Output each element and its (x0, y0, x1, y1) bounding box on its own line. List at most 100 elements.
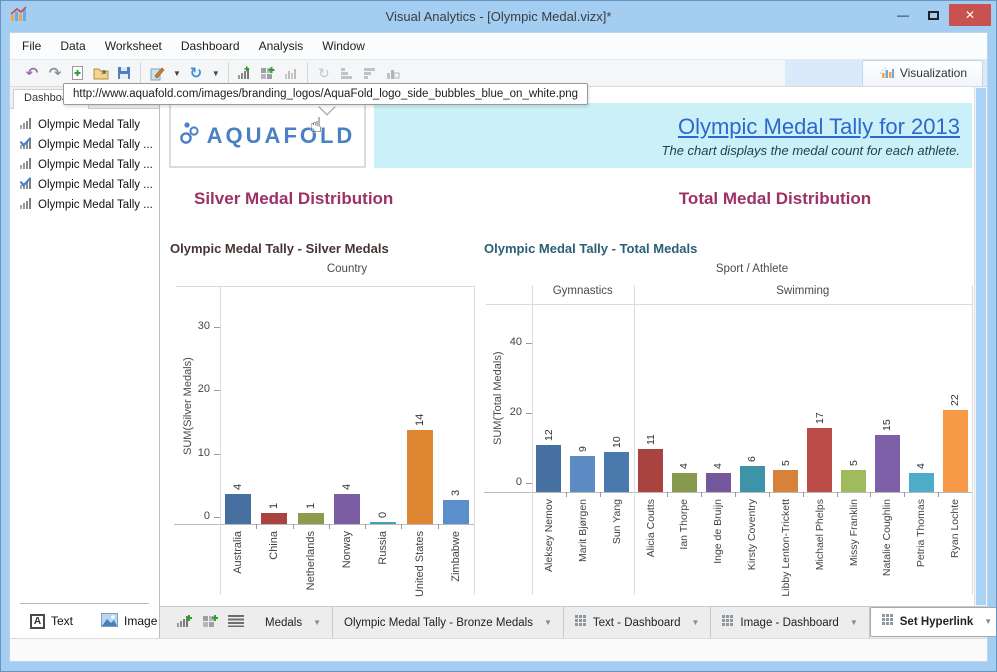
sheet-tab-olympic-medal-tally-bronze-medals[interactable]: Olympic Medal Tally - Bronze Medals ▼ (333, 607, 564, 638)
redo-icon[interactable]: ↷ (48, 65, 62, 82)
logo-image-widget[interactable]: AQUAFOLD (169, 103, 366, 168)
undo-icon[interactable]: ↶ (25, 65, 39, 82)
bar-value-label: 12 (542, 429, 555, 441)
bar-inge-de-bruijn[interactable] (705, 473, 731, 492)
format-icon[interactable] (149, 64, 165, 82)
bar-libby-lenton-trickett[interactable] (773, 469, 799, 492)
menu-file[interactable]: File (22, 39, 42, 53)
format-dropdown-icon[interactable]: ▼ (173, 68, 181, 78)
category-label: Norway (341, 531, 353, 569)
bar-russia[interactable] (370, 522, 397, 524)
toolbar-right-panel: Visualization (785, 60, 987, 86)
sidebar-item-4[interactable]: Olympic Medal Tally ... (10, 195, 159, 215)
visualization-tab[interactable]: Visualization (861, 60, 983, 86)
zone-boundary-line (634, 285, 635, 595)
bar-petria-thomas[interactable] (908, 473, 934, 492)
title-bar: Visual Analytics - [Olympic Medal.vizx]*… (2, 1, 995, 32)
sheet-list-icon[interactable] (228, 614, 244, 632)
bar-value-label: 14 (413, 413, 426, 427)
y-tick-mark (526, 413, 532, 414)
bar-norway[interactable] (334, 493, 360, 524)
dashboard-grid-icon (881, 614, 894, 629)
open-file-icon[interactable] (93, 64, 109, 82)
sheet-tab-set-hyperlink[interactable]: Set Hyperlink ▼ (869, 606, 996, 637)
minimize-button[interactable]: — (897, 8, 909, 22)
new-worksheet-icon[interactable] (176, 613, 192, 633)
chart-box-icon[interactable] (385, 64, 401, 82)
category-label: Libby Lenton-Trickett (779, 499, 792, 597)
scrollbar-thumb[interactable] (976, 88, 986, 605)
add-text-button[interactable]: A Text (30, 613, 73, 629)
bar-aleksey-nemov[interactable] (536, 445, 562, 492)
refresh-dropdown-icon[interactable]: ▼ (211, 68, 220, 78)
tab-dropdown-icon[interactable]: ▼ (691, 618, 700, 627)
sidebar-item-2[interactable]: Olympic Medal Tally ... (10, 155, 159, 175)
axis-baseline (484, 492, 972, 493)
vertical-scrollbar[interactable] (974, 87, 987, 606)
sidebar-item-3[interactable]: Olympic Medal Tally ... (10, 175, 159, 195)
bar-united-states[interactable] (406, 430, 433, 524)
tab-dropdown-icon[interactable]: ▼ (543, 618, 552, 627)
bar-sun-yang[interactable] (604, 452, 630, 492)
tab-dropdown-icon[interactable]: ▼ (984, 617, 993, 626)
bar-value-label: 4 (678, 463, 691, 469)
new-file-icon[interactable] (70, 64, 86, 82)
sheet-tab-image-dashboard[interactable]: Image - Dashboard ▼ (711, 607, 870, 638)
sidebar-item-label: Olympic Medal Tally ... (38, 199, 153, 211)
bar-missy-franklin[interactable] (841, 469, 866, 492)
axis-baseline (174, 524, 474, 525)
close-button[interactable]: ✕ (949, 4, 991, 26)
sheet-tab-text-dashboard[interactable]: Text - Dashboard ▼ (564, 607, 712, 638)
sidebar-item-0[interactable]: Olympic Medal Tally (10, 115, 159, 135)
dashboard-title[interactable]: Olympic Medal Tally for 2013 (677, 113, 960, 139)
sheet-tab-label: Set Hyperlink (899, 615, 974, 628)
add-image-button[interactable]: Image (101, 612, 157, 630)
maximize-button[interactable] (919, 4, 947, 26)
chart-icon[interactable] (283, 64, 299, 82)
rotate-icon[interactable]: ↻ (317, 64, 330, 81)
bar-zimbabwe[interactable] (442, 499, 469, 524)
y-tick-label: 30 (197, 319, 210, 332)
bar-australia[interactable] (225, 493, 252, 524)
menu-dashboard[interactable]: Dashboard (180, 39, 240, 53)
category-label: Alicia Coutts (644, 499, 657, 558)
dashboard-subtitle: The chart displays the medal count for e… (661, 142, 960, 158)
slot-tick (566, 492, 567, 497)
bar-ian-thorpe[interactable] (671, 473, 697, 492)
menu-data[interactable]: Data (60, 39, 86, 53)
bar-ryan-lochte[interactable] (942, 410, 968, 492)
sheet-tab-medals[interactable]: Medals ▼ (254, 607, 333, 638)
sort-descending-icon[interactable] (362, 64, 378, 82)
bar-value-label: 15 (881, 418, 894, 431)
bar-value-label: 6 (746, 456, 758, 462)
bar-netherlands[interactable] (297, 512, 324, 524)
window-title: Visual Analytics - [Olympic Medal.vizx]* (385, 9, 612, 24)
sidebar-item-label: Olympic Medal Tally ... (38, 179, 153, 191)
menu-window[interactable]: Window (322, 39, 365, 53)
new-worksheet-icon[interactable] (237, 64, 253, 82)
dashboard-grid-icon (574, 615, 587, 630)
bar-kirsty-coventry[interactable] (739, 466, 765, 492)
save-icon[interactable] (116, 64, 132, 82)
new-dashboard-icon[interactable] (202, 613, 218, 633)
new-dashboard-icon[interactable] (260, 64, 276, 82)
bar-marit-bj-rgen[interactable] (570, 455, 596, 492)
category-label: Marit Bjørgen (576, 499, 589, 563)
bar-china[interactable] (261, 512, 288, 524)
zone-boundary-line (474, 286, 475, 595)
zone-boundary-line (532, 285, 533, 595)
menu-worksheet[interactable]: Worksheet (104, 39, 162, 53)
y-tick-label: 10 (197, 446, 210, 459)
tab-dropdown-icon[interactable]: ▼ (313, 618, 321, 627)
tab-dropdown-icon[interactable]: ▼ (849, 618, 858, 627)
menu-analysis[interactable]: Analysis (258, 39, 304, 53)
sort-ascending-icon[interactable] (339, 64, 355, 82)
zone-boundary-line (220, 286, 221, 595)
sidebar-item-1[interactable]: Olympic Medal Tally ... (10, 135, 159, 155)
group-label-gymnastics: Gymnastics (552, 285, 613, 297)
refresh-icon[interactable]: ↻ (189, 65, 203, 82)
bar-natalie-coughlin[interactable] (874, 434, 900, 492)
category-label: Ian Thorpe (678, 499, 691, 550)
bar-michael-phelps[interactable] (807, 427, 833, 492)
bar-alicia-coutts[interactable] (638, 448, 663, 492)
